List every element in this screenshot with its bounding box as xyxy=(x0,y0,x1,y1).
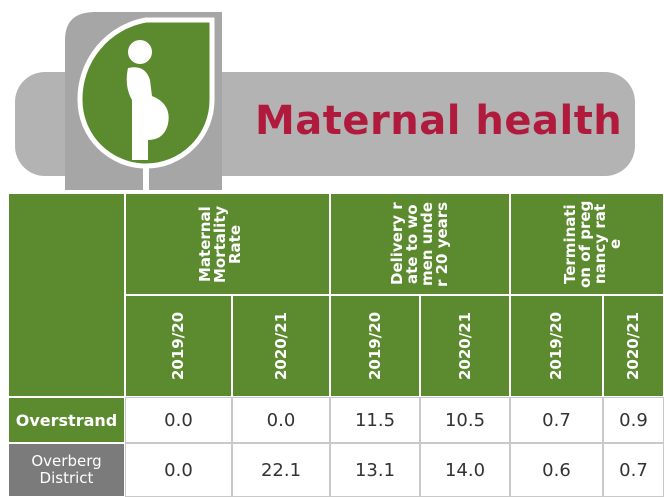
value-cell-text: 0.7 xyxy=(619,459,648,481)
value-cell: 11.5 xyxy=(330,397,420,443)
value-cell: 22.1 xyxy=(232,443,330,497)
group-header-text: Termination of pregnancy rate xyxy=(561,200,624,288)
group-header: Delivery rate to women under 20 years xyxy=(330,193,510,295)
value-cell-text: 10.5 xyxy=(444,409,486,431)
value-cell: 10.5 xyxy=(420,397,510,443)
value-cell-text: 0.7 xyxy=(542,409,571,431)
value-cell-text: 0.0 xyxy=(164,459,193,481)
value-cell-text: 11.5 xyxy=(354,409,396,431)
value-cell: 13.1 xyxy=(330,443,420,497)
group-header: Maternal Mortality Rate xyxy=(125,193,330,295)
value-cell-text: 0.9 xyxy=(619,409,648,431)
value-cell-text: 0.6 xyxy=(542,459,571,481)
year-header-text: 2020/21 xyxy=(271,311,290,381)
group-header: Termination of pregnancy rate xyxy=(510,193,664,295)
group-header-text: Delivery rate to women under 20 years xyxy=(388,201,451,287)
icon-pole xyxy=(143,150,149,192)
value-cell: 0.0 xyxy=(125,443,232,497)
year-header: 2020/21 xyxy=(420,295,510,397)
year-header-text: 2019/20 xyxy=(365,311,384,381)
group-header-text: Maternal Mortality Rate xyxy=(195,205,244,283)
value-cell: 0.9 xyxy=(603,397,664,443)
year-header-text: 2019/20 xyxy=(169,311,187,381)
corner xyxy=(8,193,125,397)
year-header-text: 2019/20 xyxy=(547,311,565,381)
table: Maternal Mortality Rate Delivery rate to … xyxy=(8,193,664,497)
row-label-text: Overberg District xyxy=(31,452,102,487)
value-cell-text: 14.0 xyxy=(444,459,486,481)
value-cell: 0.0 xyxy=(232,397,330,443)
value-cell: 0.7 xyxy=(510,397,603,443)
year-header: 2020/21 xyxy=(232,295,330,397)
year-header: 2019/20 xyxy=(510,295,603,397)
value-cell-text: 0.0 xyxy=(164,409,193,431)
value-cell-text: 0.0 xyxy=(266,409,296,431)
row-label: Overberg District xyxy=(8,443,125,497)
value-cell: 0.0 xyxy=(125,397,232,443)
year-header: 2020/21 xyxy=(603,295,664,397)
year-header: 2019/20 xyxy=(330,295,420,397)
year-header-text: 2020/21 xyxy=(455,311,474,381)
title: Maternal health xyxy=(255,98,623,144)
year-header: 2019/20 xyxy=(125,295,232,397)
row-label: Overstrand xyxy=(8,397,125,443)
value-cell: 0.6 xyxy=(510,443,603,497)
value-cell-text: 13.1 xyxy=(354,459,396,481)
year-header-text: 2020/21 xyxy=(624,311,642,381)
value-cell: 0.7 xyxy=(603,443,664,497)
value-cell: 14.0 xyxy=(420,443,510,497)
banner xyxy=(15,12,635,192)
icon-figure xyxy=(126,40,169,160)
row-label-text: Overstrand xyxy=(15,410,118,430)
value-cell-text: 22.1 xyxy=(260,459,302,481)
